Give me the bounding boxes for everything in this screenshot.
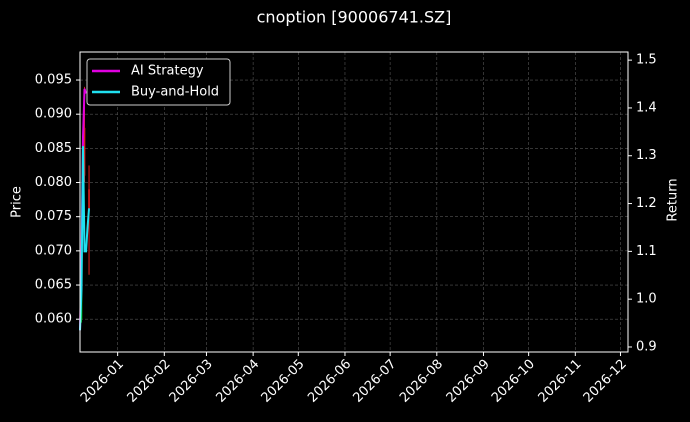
y-tick-label: 0.095 — [35, 73, 72, 88]
legend-label: AI Strategy — [131, 64, 204, 79]
y-tick-label: 0.075 — [35, 209, 72, 224]
y2-tick-label: 1.3 — [636, 148, 657, 163]
y-tick-label: 0.080 — [35, 175, 72, 190]
plot-frame — [79, 51, 629, 353]
y2-tick-label: 1.2 — [636, 196, 657, 211]
y-tick-label: 0.060 — [35, 312, 72, 327]
y2-tick-label: 1.5 — [636, 53, 657, 68]
y-tick-label: 0.085 — [35, 141, 72, 156]
y2-tick-label: 1.1 — [636, 244, 657, 259]
candle-body — [83, 127, 86, 176]
chart-title: cnoption [90006741.SZ] — [257, 8, 452, 27]
y-tick-label: 0.090 — [35, 107, 72, 122]
y2-tick-label: 1.4 — [636, 100, 657, 115]
candle-body — [88, 189, 90, 210]
legend-box — [86, 58, 231, 106]
legend-label: Buy-and-Hold — [131, 85, 219, 100]
line-series — [79, 146, 91, 331]
y-tick-label: 0.065 — [35, 278, 72, 293]
y-axis-label: Price — [10, 186, 25, 218]
y-tick-label: 0.070 — [35, 243, 72, 258]
y2-tick-label: 0.9 — [636, 339, 657, 354]
y2-tick-label: 1.0 — [636, 292, 657, 307]
y2-axis-label: Return — [666, 178, 681, 221]
